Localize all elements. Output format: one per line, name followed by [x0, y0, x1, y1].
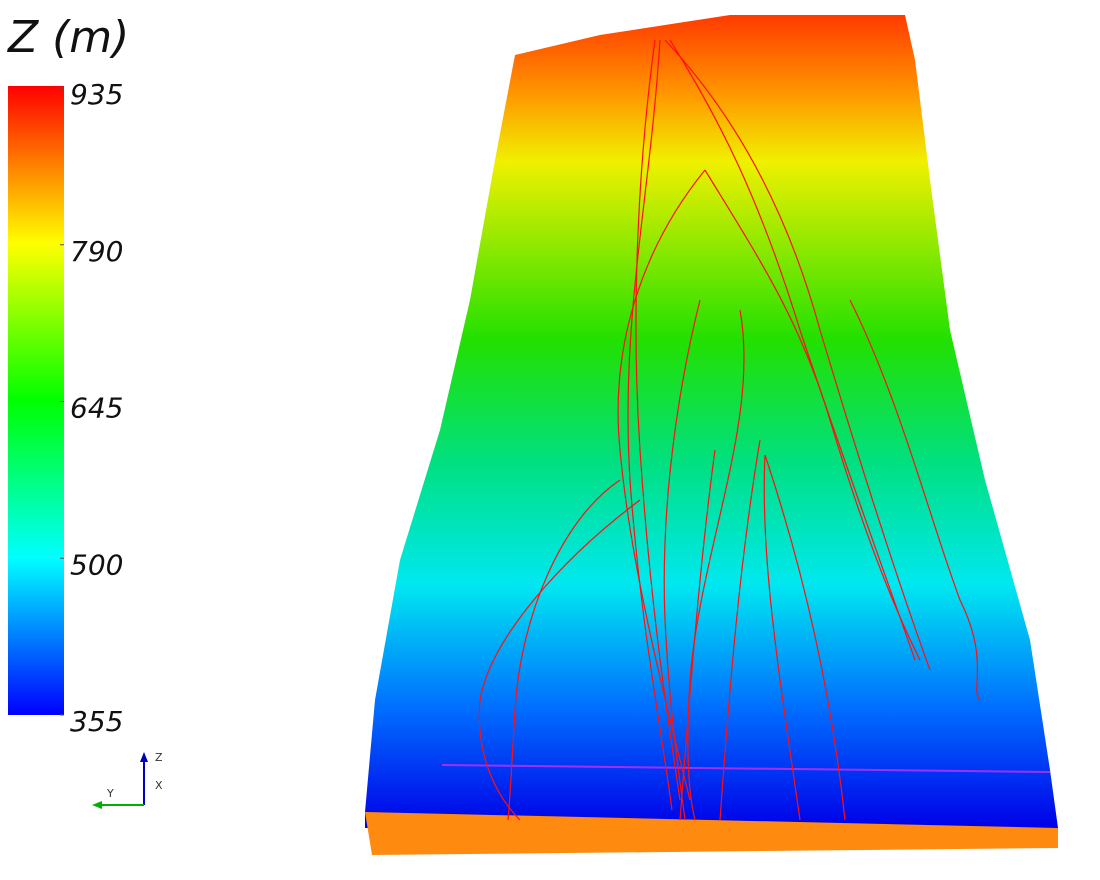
colorbar-tick-label: 935: [70, 78, 123, 111]
axes-triad: [92, 752, 148, 809]
axis-label: Y: [106, 787, 114, 800]
axis-label: X: [155, 779, 163, 792]
profile-line: [441, 764, 1051, 773]
colorbar-tick-label: 355: [70, 705, 123, 738]
terrain-surface: [365, 15, 1058, 828]
colorbar-tick-label: 500: [70, 548, 123, 581]
colorbar-title: Z (m): [7, 12, 129, 63]
flow-lines: [478, 39, 981, 821]
colorbar-tick-label: 790: [70, 235, 123, 268]
axis-label: Z: [155, 751, 163, 764]
colorbar-tick-label: 645: [70, 392, 123, 425]
terrain-base: [365, 812, 1058, 855]
colorbar: [8, 86, 64, 715]
